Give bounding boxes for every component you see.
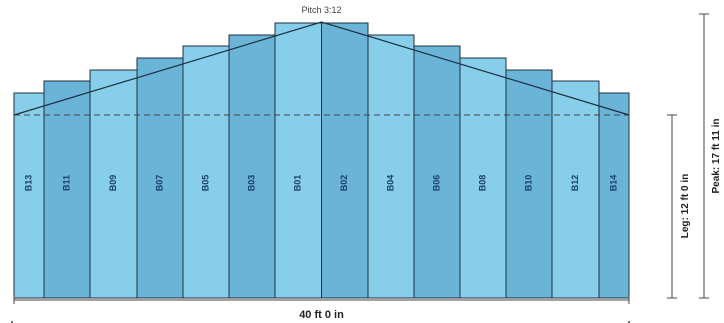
wall-panel-label: B05	[200, 175, 210, 192]
width-label: 40 ft 0 in	[299, 309, 344, 321]
wall-panel	[136, 57, 184, 299]
wall-panel-label: B06	[431, 175, 441, 192]
wall-panel-label: B04	[385, 175, 395, 192]
wall-panel-label: B02	[339, 175, 349, 192]
leg-dimension: Leg: 12 ft 0 in	[667, 114, 691, 299]
wall-panel-label: B10	[523, 175, 533, 192]
wall-panel	[182, 45, 230, 299]
wall-panel-label: B08	[477, 175, 487, 192]
pitch-label: Pitch 3:12	[301, 5, 341, 15]
wall-panel	[505, 69, 553, 299]
wall-panel-label: B12	[570, 175, 580, 192]
wall-panel	[274, 22, 322, 299]
width-dimension: 40 ft 0 in	[11, 296, 630, 323]
wall-panel-label: B14	[608, 175, 618, 192]
leg-label: Leg: 12 ft 0 in	[680, 174, 691, 238]
peak-dimension: Peak: 17 ft 11 in	[699, 13, 722, 299]
wall-panel	[321, 22, 369, 299]
wall-panel-label: B09	[108, 175, 118, 192]
wall-panel	[551, 80, 600, 299]
wall-panel	[89, 69, 138, 299]
wall-panel-label: B03	[246, 175, 256, 192]
wall-panel-label: B11	[61, 175, 71, 191]
wall-panel	[459, 57, 507, 299]
peak-label: Peak: 17 ft 11 in	[711, 118, 722, 193]
roof-pitch-outline	[13, 21, 630, 116]
wall-panel-label: B01	[293, 175, 303, 192]
wall-panel	[598, 92, 630, 299]
wall-panels: B13 B11 B09 B07 B05 B03 B01 B02 B04 B06 B08 B10 B12 B…	[13, 22, 630, 299]
wall-panel	[367, 34, 415, 299]
wall-panel	[43, 80, 91, 299]
wall-panel	[228, 34, 276, 299]
wall-panel	[413, 45, 461, 299]
wall-panel-label: B07	[154, 175, 164, 192]
wall-panel-label: B13	[23, 175, 33, 192]
wall-panel	[13, 92, 45, 299]
